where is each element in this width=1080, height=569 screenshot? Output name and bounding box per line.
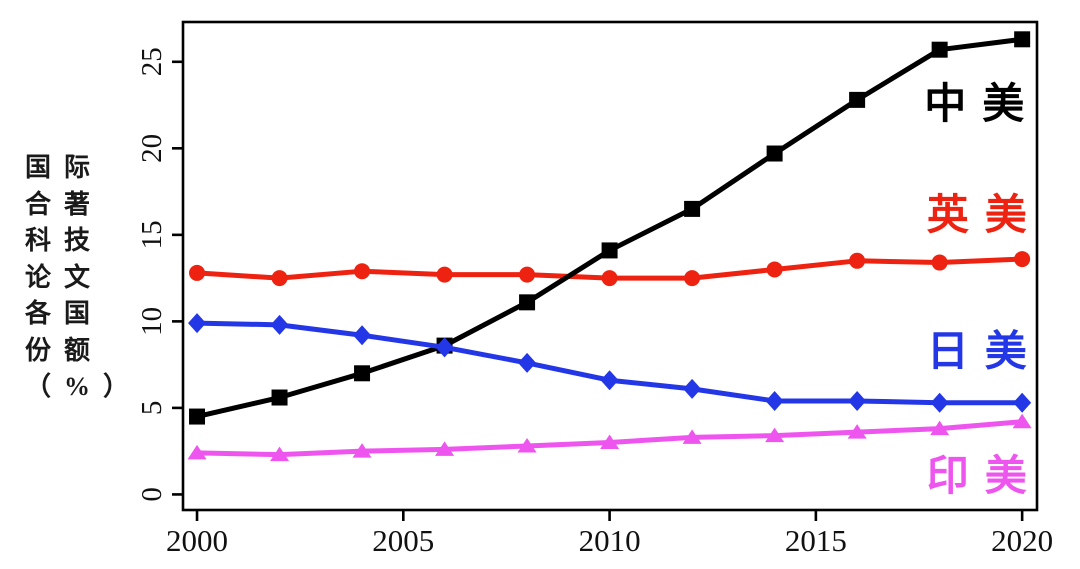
marker-square-china-us: [849, 91, 866, 108]
y-axis-title-line: 国际: [25, 153, 104, 182]
marker-square-china-us: [766, 145, 783, 162]
x-tick-label: 2000: [166, 523, 228, 558]
marker-triangle-india-us: [270, 446, 290, 462]
marker-circle-uk-us: [519, 266, 536, 283]
marker-diamond-japan-us: [765, 390, 784, 411]
marker-triangle-india-us: [1012, 413, 1032, 429]
marker-square-china-us: [519, 294, 536, 311]
x-tick-label: 2020: [991, 523, 1053, 558]
marker-diamond-japan-us: [848, 390, 867, 411]
marker-circle-uk-us: [766, 261, 783, 278]
y-tick-label: 5: [136, 401, 168, 416]
marker-square-china-us: [684, 200, 701, 217]
marker-circle-uk-us: [684, 270, 701, 287]
x-tick-label: 2005: [372, 523, 434, 558]
marker-circle-uk-us: [849, 252, 866, 269]
y-axis-title: 国际合著科技论文各国份额 （%）: [25, 150, 142, 406]
marker-triangle-india-us: [187, 444, 207, 460]
marker-triangle-india-us: [435, 441, 455, 456]
marker-triangle-india-us: [930, 420, 950, 436]
y-axis-title-line: 科技: [25, 226, 104, 255]
y-axis-title-line: （%）: [25, 372, 143, 401]
legend-label-japan-us: 日美: [927, 329, 1043, 376]
y-tick-label: 25: [136, 47, 168, 76]
marker-square-china-us: [1014, 31, 1031, 48]
marker-triangle-india-us: [352, 443, 372, 458]
marker-circle-uk-us: [271, 270, 288, 287]
marker-circle-uk-us: [436, 266, 453, 283]
marker-diamond-japan-us: [930, 392, 949, 413]
marker-triangle-india-us: [765, 427, 785, 443]
legend-label-uk-us: 英美: [927, 192, 1043, 239]
marker-triangle-india-us: [517, 437, 537, 453]
marker-diamond-japan-us: [518, 352, 537, 373]
y-axis-title-line: 各国: [25, 299, 104, 328]
y-axis-title-line: 份额: [25, 335, 104, 365]
marker-square-china-us: [601, 242, 618, 259]
marker-triangle-india-us: [682, 429, 702, 444]
marker-circle-uk-us: [354, 263, 371, 280]
series-line-china-us: [194, 36, 1025, 420]
marker-circle-uk-us: [601, 270, 618, 287]
series-line-japan-us: [194, 320, 1025, 406]
marker-circle-uk-us: [931, 254, 948, 271]
marker-diamond-japan-us: [188, 313, 207, 334]
x-tick-label: 2010: [579, 523, 641, 558]
marker-diamond-japan-us: [270, 314, 289, 335]
marker-circle-uk-us: [189, 264, 206, 281]
marker-diamond-japan-us: [1013, 392, 1032, 413]
y-tick-label: 10: [136, 307, 168, 336]
marker-diamond-japan-us: [353, 325, 372, 346]
y-tick-label: 20: [136, 134, 168, 163]
legend-label-india-us: 印美: [927, 453, 1043, 500]
marker-triangle-india-us: [600, 434, 620, 450]
marker-circle-uk-us: [1014, 251, 1031, 268]
y-tick-label: 0: [136, 487, 168, 502]
legend-label-china-us: 中美: [924, 81, 1040, 128]
marker-square-china-us: [271, 389, 288, 406]
marker-triangle-india-us: [847, 424, 867, 439]
marker-square-china-us: [354, 365, 371, 382]
y-axis-title-line: 论文: [25, 262, 104, 292]
marker-square-china-us: [189, 408, 206, 425]
y-tick-label: 15: [136, 220, 168, 249]
y-axis-title-line: 合著: [25, 189, 104, 219]
marker-square-china-us: [931, 41, 948, 58]
marker-diamond-japan-us: [683, 378, 702, 399]
x-tick-label: 2015: [785, 523, 847, 558]
marker-diamond-japan-us: [600, 370, 619, 391]
marker-diamond-japan-us: [435, 337, 454, 358]
